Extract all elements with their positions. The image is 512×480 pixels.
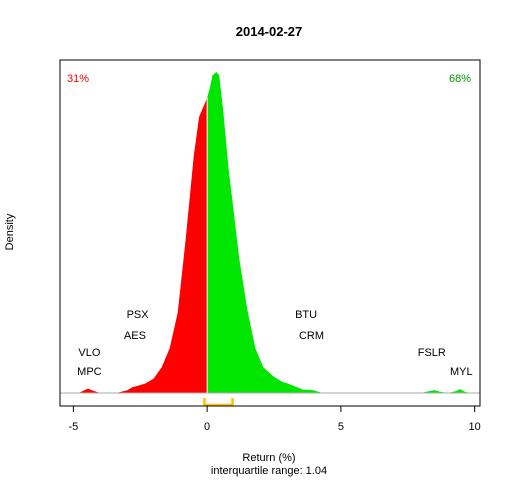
iqr-bracket	[203, 398, 234, 407]
annotation-label: VLO	[78, 347, 100, 359]
density-negative-area	[60, 97, 208, 393]
annotation-label: MPC	[77, 366, 102, 378]
x-tick-label: 5	[338, 421, 344, 433]
x-axis: -5 0 5 10	[69, 405, 481, 433]
annotation-label: AES	[124, 330, 146, 342]
negative-share-label: 31%	[67, 73, 89, 85]
annotation-label: PSX	[127, 309, 150, 321]
interquartile-range-label: interquartile range: 1.04	[211, 465, 327, 477]
positive-share-label: 68%	[449, 73, 471, 85]
plot-area: VLO MPC PSX AES BTU CRM FSLR MYL	[60, 72, 480, 407]
x-tick-label: -5	[69, 421, 79, 433]
x-axis-label: Return (%)	[242, 452, 295, 464]
annotation-label: FSLR	[418, 347, 446, 359]
annotation-label: MYL	[450, 366, 473, 378]
annotation-label: BTU	[295, 309, 317, 321]
annotation-label: CRM	[299, 330, 324, 342]
density-positive-area	[207, 72, 480, 393]
x-tick-label: 0	[204, 421, 210, 433]
y-axis-label: Density	[4, 213, 16, 250]
chart-title: 2014-02-27	[236, 24, 303, 39]
x-tick-label: 10	[468, 421, 480, 433]
